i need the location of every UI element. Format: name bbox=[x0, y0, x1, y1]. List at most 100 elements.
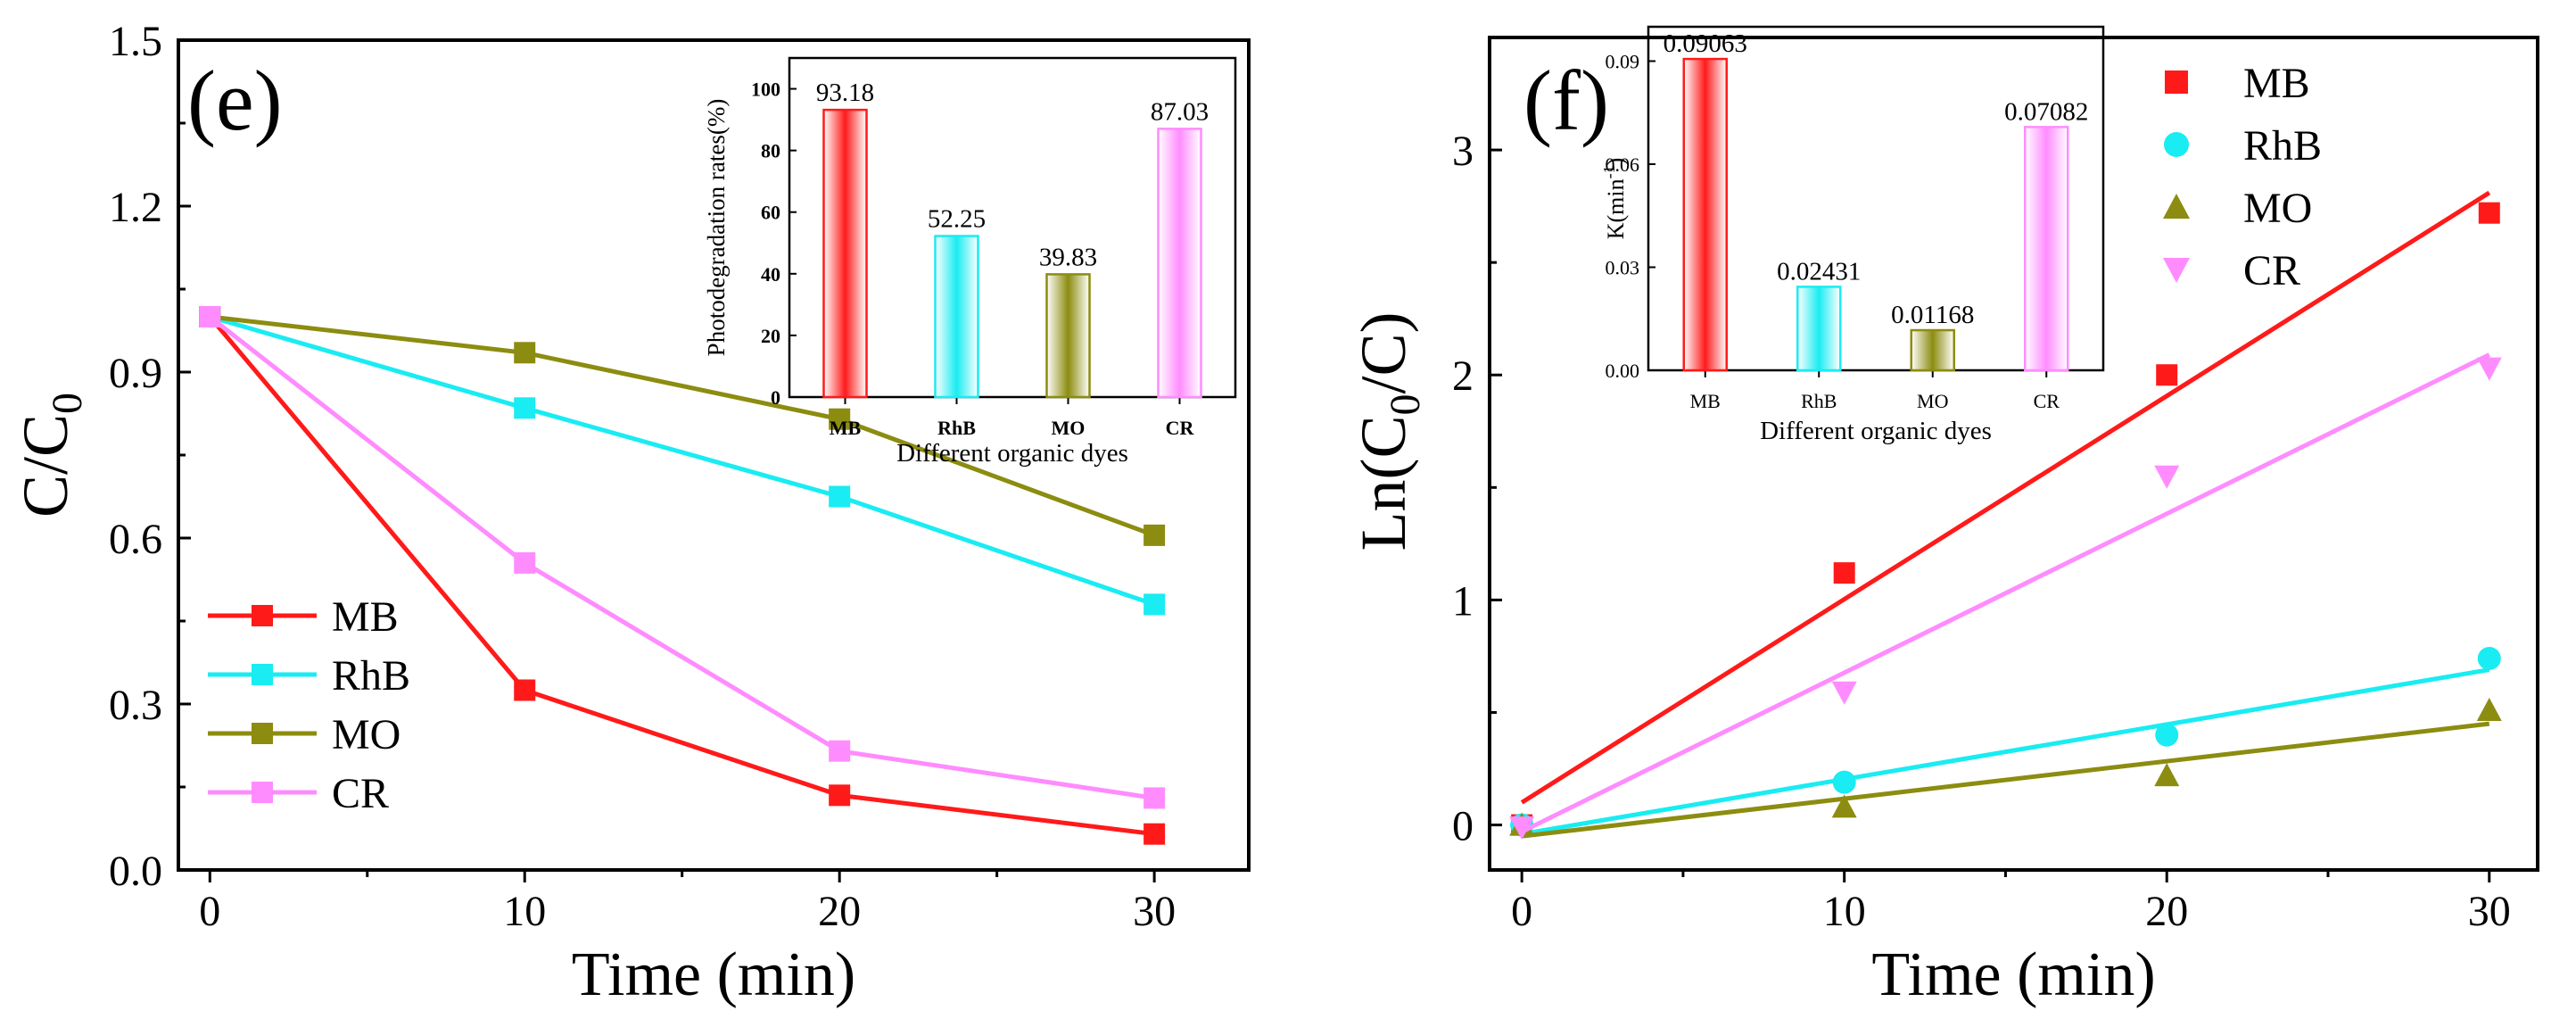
y-tick-label: 2 bbox=[1452, 352, 1474, 400]
legend-label-RhB: RhB bbox=[332, 652, 410, 700]
x-tick-label: 20 bbox=[818, 888, 861, 935]
inset-data-label-RhB: 0.02431 bbox=[1777, 257, 1861, 286]
inset-y-tick-label: 0.00 bbox=[1606, 360, 1640, 382]
y-axis-label-main: C/C bbox=[10, 414, 81, 518]
panel-f-frame bbox=[1488, 36, 2539, 872]
fit-line-MB bbox=[1520, 190, 2491, 805]
y-tick-label: 1 bbox=[1452, 577, 1474, 625]
inset-bar-MO bbox=[1910, 328, 1955, 372]
inset-x-tick-label-MB: MB bbox=[830, 417, 862, 439]
inset-data-label-MO: 39.83 bbox=[1039, 243, 1097, 271]
data-point-CR bbox=[2154, 465, 2180, 489]
inset-y-tick-label: 40 bbox=[761, 263, 780, 286]
x-tick-label: 10 bbox=[1823, 888, 1866, 935]
inset-x-tick-label-CR: CR bbox=[2034, 390, 2060, 412]
inset-x-tick-label-CR: CR bbox=[1166, 417, 1195, 439]
data-point-RhB bbox=[2477, 646, 2501, 670]
inset-x-tick-label-MO: MO bbox=[1052, 417, 1086, 439]
inset-bar-CR bbox=[2024, 126, 2069, 372]
data-point-MB bbox=[2156, 364, 2178, 386]
series-line-CR bbox=[208, 315, 1155, 800]
legend-marker-MO bbox=[2163, 194, 2190, 219]
inset-x-axis-label: Different organic dyes bbox=[896, 439, 1128, 468]
legend-label-MO: MO bbox=[2243, 185, 2312, 232]
data-point-MO bbox=[829, 408, 851, 430]
legend-marker-RhB bbox=[2164, 132, 2189, 157]
inset-y-axis-label-close: ) bbox=[1603, 158, 1629, 166]
legend-marker-CR bbox=[252, 782, 273, 803]
inset-y-axis-label: K(min-1) bbox=[1600, 158, 1629, 240]
inset-data-label-MO: 0.01168 bbox=[1891, 301, 1974, 329]
legend-label-CR: CR bbox=[332, 770, 389, 817]
x-tick-label: 0 bbox=[199, 888, 220, 935]
inset-y-tick-label: 0.09 bbox=[1606, 51, 1640, 73]
y-tick-label: 0 bbox=[1452, 803, 1474, 850]
inset-data-label-RhB: 52.25 bbox=[928, 205, 986, 234]
y-tick-label: 3 bbox=[1452, 128, 1474, 175]
legend-label-CR: CR bbox=[2243, 247, 2300, 294]
y-axis-label-subscript: 0 bbox=[1382, 394, 1429, 416]
legend-label-MB: MB bbox=[332, 593, 399, 641]
inset-y-tick-label: 80 bbox=[761, 140, 780, 162]
inset-y-axis-label: Photodegradation rates(%) bbox=[703, 99, 730, 357]
fit-line-RhB bbox=[1521, 667, 2490, 837]
y-tick-label: 0.3 bbox=[109, 682, 162, 729]
data-point-CR bbox=[829, 740, 851, 762]
inset-bar-CR bbox=[1157, 128, 1202, 399]
y-tick-label: 1.2 bbox=[109, 184, 162, 231]
y-axis-label: C/C0 bbox=[10, 393, 91, 518]
data-point-RhB bbox=[2155, 723, 2179, 747]
inset-y-tick-label: 20 bbox=[761, 325, 780, 347]
inset-bar-RhB bbox=[1796, 286, 1842, 372]
x-tick-label: 0 bbox=[1511, 888, 1532, 935]
data-point-RhB bbox=[514, 397, 536, 419]
panel-e-inset-bar-chart: 0 20 40 60 80 100 93.18 MB 52.25 RhB 39.83 MO 87.03 C… bbox=[703, 56, 1237, 468]
fit-line-MO bbox=[1521, 721, 2490, 839]
inset-bar-MO bbox=[1045, 273, 1091, 399]
inset-f-frame bbox=[1647, 25, 2105, 372]
inset-y-tick-label: 0.03 bbox=[1606, 257, 1640, 279]
data-point-CR bbox=[1831, 681, 1857, 705]
inset-y-tick-label: 0.06 bbox=[1606, 153, 1640, 176]
inset-x-tick-label-RhB: RhB bbox=[937, 417, 976, 439]
x-tick-label: 30 bbox=[1133, 888, 1176, 935]
data-point-CR bbox=[1509, 816, 1535, 841]
inset-data-label-MB: 93.18 bbox=[816, 79, 874, 107]
legend-marker-CR bbox=[2163, 258, 2190, 283]
inset-data-label-CR: 0.07082 bbox=[2004, 97, 2088, 126]
data-point-RhB bbox=[1832, 770, 1856, 794]
inset-data-label-MB: 0.09063 bbox=[1664, 29, 1747, 58]
data-point-MO bbox=[1831, 794, 1857, 818]
data-point-MO bbox=[1144, 524, 1166, 546]
inset-e-frame bbox=[788, 56, 1237, 399]
inset-y-axis-label-superscript: -1 bbox=[1600, 165, 1618, 178]
y-tick-label: 0.0 bbox=[109, 848, 162, 895]
x-axis-label: Time (min) bbox=[572, 940, 855, 1009]
x-tick-label: 20 bbox=[2145, 888, 2188, 935]
inset-y-axis-label-main: K(min bbox=[1603, 178, 1629, 239]
series-line-MO bbox=[210, 314, 1155, 538]
data-point-CR bbox=[199, 306, 221, 327]
x-tick-label: 30 bbox=[2468, 888, 2511, 935]
inset-x-axis-label: Different organic dyes bbox=[1760, 417, 1992, 445]
data-point-CR bbox=[2476, 357, 2502, 381]
y-tick-label: 1.5 bbox=[109, 18, 162, 65]
y-axis-label-subscript: 0 bbox=[44, 393, 91, 414]
series-line-RhB bbox=[209, 314, 1155, 607]
inset-x-tick-label-RhB: RhB bbox=[1801, 390, 1837, 412]
inset-y-tick-label: 60 bbox=[761, 202, 780, 224]
data-point-CR bbox=[1144, 787, 1166, 809]
data-point-MO bbox=[2154, 763, 2180, 787]
data-point-MB bbox=[829, 784, 851, 807]
legend-label-RhB: RhB bbox=[2243, 122, 2322, 170]
x-tick-label: 10 bbox=[503, 888, 546, 935]
panel-label: (f) bbox=[1523, 53, 1609, 148]
y-axis-label-prefix: Ln(C bbox=[1348, 416, 1419, 551]
inset-x-tick-label-MO: MO bbox=[1917, 390, 1948, 412]
data-point-MO bbox=[2476, 697, 2502, 721]
inset-data-label-CR: 87.03 bbox=[1151, 97, 1209, 126]
data-point-RhB bbox=[829, 485, 851, 508]
